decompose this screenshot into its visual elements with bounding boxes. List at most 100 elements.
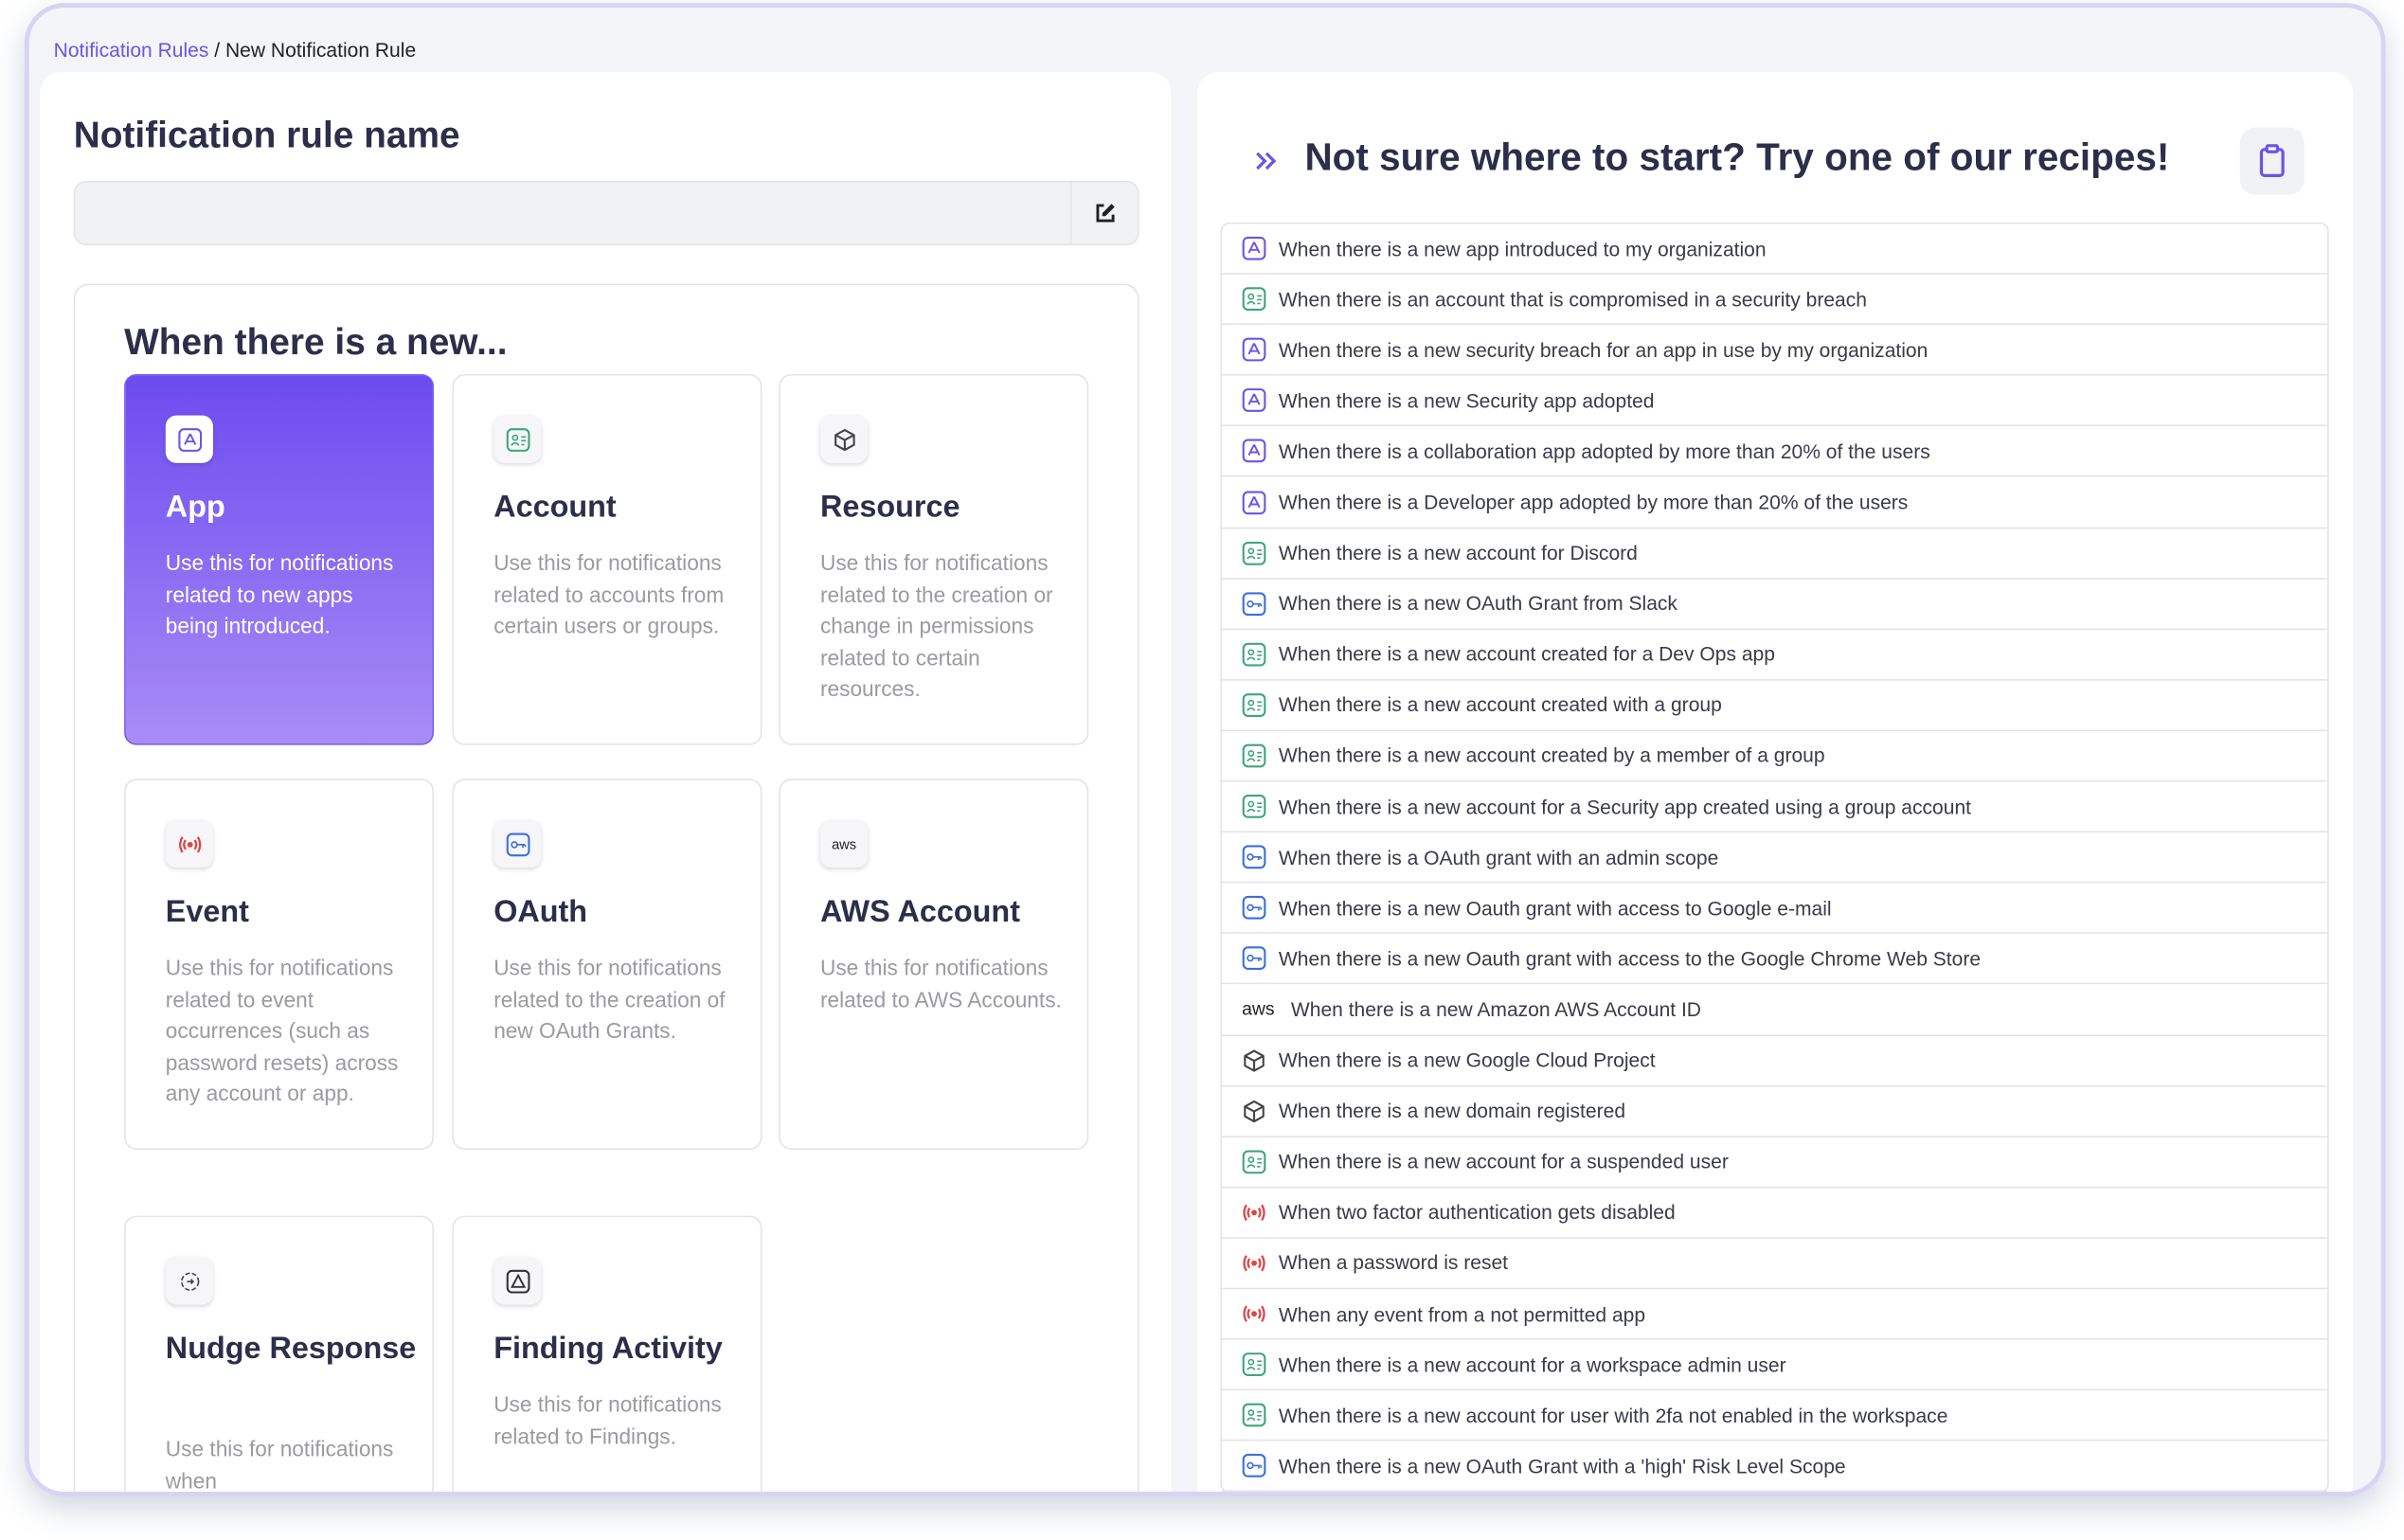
card-title: Finding Activity [493,1332,723,1367]
card-description: Use this for notifications when [165,1436,394,1493]
recipe-row[interactable]: aws When there is a new Amazon AWS Accoun… [1222,985,2328,1036]
recipe-text: When there is a new account for a suspen… [1278,1150,1729,1173]
recipe-row[interactable]: When there is a new OAuth Grant from Sla… [1222,579,2328,630]
type-card[interactable]: Event Use this for notifications related … [124,779,435,1150]
card-icon [165,415,213,463]
recipe-icon [1242,845,1266,869]
recipe-text: When there is a new account for a worksp… [1278,1352,1786,1376]
recipe-row[interactable]: When there is a new account for Discord [1222,528,2328,580]
event-icon [177,832,202,856]
recipe-text: When there is a OAuth grant with an admi… [1278,845,1719,869]
recipe-icon [1242,388,1266,413]
recipe-text: When there is a new account created by a… [1278,743,1825,768]
recipe-list: When there is a new app introduced to my… [1220,222,2329,1492]
card-icon [493,819,542,868]
recipe-row[interactable]: When any event from a not permitted app [1222,1289,2328,1340]
recipe-row[interactable]: When there is a new Google Cloud Project [1222,1035,2328,1086]
recipe-icon [1242,236,1266,260]
finding-icon [505,1268,529,1293]
recipe-row[interactable]: When there is a new Security app adopted [1222,376,2328,427]
recipe-text: When two factor authentication gets disa… [1278,1200,1676,1225]
recipe-text: When there is a Developer app adopted by… [1278,490,1909,514]
recipe-row[interactable]: When two factor authentication gets disa… [1222,1188,2328,1239]
recipe-icon [1242,1403,1266,1427]
type-card[interactable]: OAuth Use this for notifications related … [452,779,762,1150]
card-description: Use this for notifications related to th… [493,955,726,1043]
recipe-text: When there is a new Oauth grant with acc… [1278,947,1982,971]
recipe-icon [1242,743,1266,768]
breadcrumb-link[interactable]: Notification Rules [53,38,209,62]
recipe-row[interactable]: When there is a new account for a Securi… [1222,782,2328,833]
chevron-icon [1256,152,1277,170]
recipe-icon [1242,287,1266,312]
recipe-text: When there is an account that is comprom… [1278,287,1867,311]
card-icon [493,415,542,463]
recipe-icon [1242,1251,1266,1276]
recipe-row[interactable]: When there is a new domain registered [1222,1086,2328,1137]
clipboard-button[interactable] [2239,127,2305,195]
edit-button[interactable] [1069,182,1138,244]
recipe-row[interactable]: When there is a OAuth grant with an admi… [1222,833,2328,884]
recipe-row[interactable]: When there is a new account for user wit… [1222,1390,2328,1442]
recipe-text: When there is a new account created with… [1278,693,1722,717]
recipe-icon [1242,1150,1266,1174]
section-heading: When there is a new... [124,321,508,364]
recipe-icon [1242,1099,1266,1123]
type-card[interactable]: Resource Use this for notifications relat… [779,373,1089,745]
card-icon [819,415,869,463]
recipe-row[interactable]: When there is a new account for a suspen… [1222,1137,2328,1189]
recipe-row[interactable]: When a password is reset [1222,1239,2328,1290]
recipe-row[interactable]: When there is a Developer app adopted by… [1222,477,2328,528]
breadcrumb-separator: / [214,38,221,62]
aws-logo: aws [1242,998,1275,1021]
recipe-text: When there is a new account for user wit… [1278,1404,1948,1427]
recipe-row[interactable]: When there is a new Oauth grant with acc… [1222,884,2328,935]
recipe-icon [1242,946,1266,971]
app-icon [177,427,202,452]
recipe-row[interactable]: When there is a new security breach for … [1222,325,2328,377]
recipe-text: When there is a new app introduced to my… [1278,237,1767,260]
type-card[interactable]: Nudge Response Use this for notifications… [124,1215,435,1493]
recipe-row[interactable]: When there is a collaboration app adopte… [1222,427,2328,478]
recipe-row[interactable]: When there is a new account for a worksp… [1222,1340,2328,1391]
recipe-icon [1242,541,1266,565]
card-description: Use this for notifications related to AW… [819,955,1062,1012]
card-description: Use this for notifications related to ev… [165,955,399,1106]
card-title: Account [493,490,617,525]
recipe-icon [1242,1301,1266,1326]
recipe-text: When there is a new security breach for … [1278,338,1929,362]
recipe-text: When there is a collaboration app adopte… [1278,439,1930,463]
recipe-row[interactable]: When there is a new OAuth Grant with a '… [1222,1442,2328,1492]
clipboard-icon [2259,144,2285,177]
recipe-row[interactable]: When there is a new account created for … [1222,630,2328,681]
recipe-row[interactable]: When there is a new account created by a… [1222,731,2328,782]
card-icon [493,1257,542,1305]
recipe-icon [1242,642,1266,667]
recipe-text: When there is a new Oauth grant with acc… [1278,896,1832,920]
type-card[interactable]: Account Use this for notifications relate… [452,373,762,745]
card-icon [165,819,213,868]
recipes-panel: Not sure where to start? Try one of our … [1197,72,2354,1492]
breadcrumb-current: New Notification Rule [224,38,417,62]
recipe-text: When a password is reset [1278,1251,1509,1275]
card-title: App [165,490,225,525]
breadcrumb: Notification Rules / New Notification Ru… [54,38,417,61]
recipe-icon [1242,490,1266,514]
card-title: Event [165,895,249,929]
recipe-icon [1242,591,1266,616]
type-box: When there is a new... App Use this for n… [73,283,1139,1493]
type-card[interactable]: App Use this for notifications related to… [124,373,435,745]
recipe-row[interactable]: When there is a new Oauth grant with acc… [1222,934,2328,985]
recipe-text: When there is a new OAuth Grant from Sla… [1278,592,1677,616]
recipe-row[interactable]: When there is a new account created with… [1222,680,2328,731]
recipe-text: When there is a new account for a Securi… [1278,795,1971,818]
recipe-row[interactable]: When there is an account that is comprom… [1222,275,2328,326]
recipe-row[interactable]: When there is a new app introduced to my… [1222,224,2328,275]
oauth-icon [505,832,529,856]
recipes-title: Not sure where to start? Try one of our … [1304,136,2170,180]
type-card[interactable]: aws AWS Account Use this for notifications… [779,779,1089,1150]
recipe-icon [1242,692,1266,717]
recipe-icon [1242,337,1266,362]
rule-name-input[interactable] [73,180,1139,245]
type-card[interactable]: Finding Activity Use this for notificatio… [452,1215,762,1492]
